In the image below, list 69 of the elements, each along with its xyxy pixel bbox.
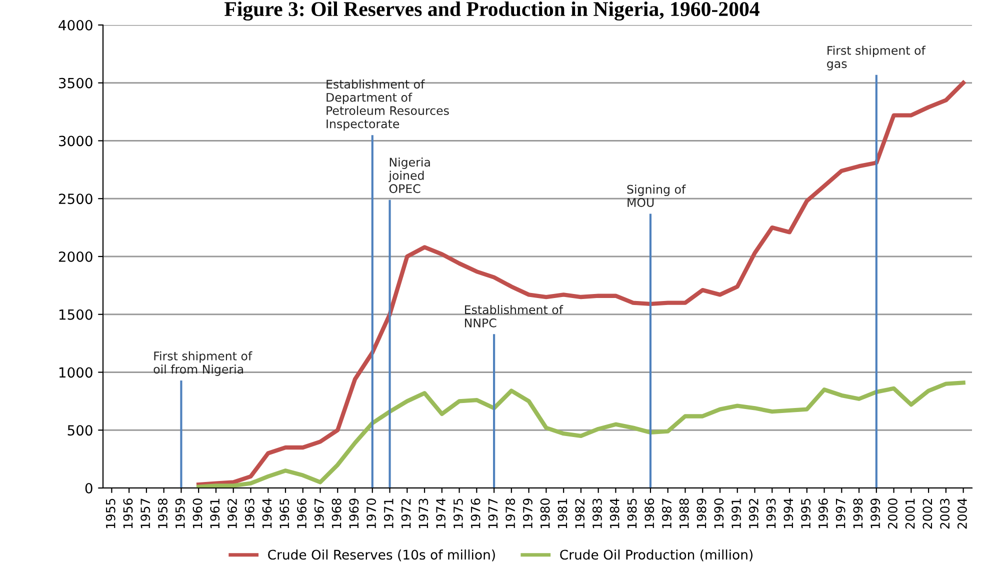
x-tick-label: 1978: [506, 498, 516, 528]
chart-title: Figure 3: Oil Reserves and Production in Nigeria, 1960-2004: [224, 1, 760, 21]
y-tick-label: 0: [85, 482, 92, 494]
x-tick-label: 1969: [349, 498, 359, 528]
x-tick-label: 1974: [436, 498, 446, 528]
x-tick-label: 1989: [696, 498, 706, 528]
x-tick-label: 1968: [332, 498, 342, 528]
x-tick-label: 1987: [662, 498, 672, 528]
x-tick-label: 1980: [540, 498, 550, 528]
x-tick-label: 2003: [940, 498, 950, 529]
x-tick-label: 1979: [522, 498, 532, 528]
x-tick-label: 1988: [679, 498, 689, 528]
y-tick-label: 4000: [58, 20, 92, 30]
x-tick-label: 1992: [748, 498, 758, 528]
x-tick-label: 1975: [453, 498, 463, 528]
x-tick-label: 1990: [714, 498, 724, 528]
x-tick-label: 1971: [384, 498, 394, 528]
x-tick-label: 1958: [158, 498, 168, 528]
x-tick-label: 1991: [732, 498, 741, 528]
legend-label: Crude Oil Production (million): [560, 549, 752, 562]
x-tick-label: 1986: [644, 498, 654, 528]
y-tick-label: 2500: [58, 194, 92, 204]
x-tick-label: 1984: [610, 498, 620, 528]
x-tick-label: 2000: [888, 498, 898, 529]
ref-line-label: First shipment of gas: [827, 46, 926, 70]
x-tick-label: 1976: [470, 498, 480, 528]
x-tick-label: 1997: [836, 498, 846, 528]
y-tick-label: 3500: [58, 78, 92, 88]
x-tick-label: 2001: [905, 498, 915, 529]
x-tick-label: 1966: [297, 498, 306, 528]
line-series: [196, 380, 966, 488]
x-tick-label: 1993: [766, 498, 776, 528]
x-tick-label: 1956: [123, 498, 133, 528]
x-tick-label: 1964: [262, 498, 272, 528]
x-tick-label: 1965: [280, 498, 290, 528]
x-tick-label: 1983: [592, 498, 602, 528]
x-tick-label: 1963: [244, 498, 254, 528]
y-tick-label: 3000: [58, 136, 92, 146]
x-tick-label: 1955: [106, 498, 116, 528]
y-tick-label: 2000: [58, 251, 92, 262]
x-tick-label: 1981: [558, 498, 568, 528]
x-tick-label: 1999: [870, 498, 880, 528]
x-tick-label: 1977: [488, 498, 498, 528]
x-tick-label: 1962: [228, 498, 237, 528]
x-tick-label: 1973: [418, 498, 428, 528]
x-tick-label: 2002: [922, 498, 932, 529]
y-tick-label: 1500: [59, 309, 92, 320]
x-tick-label: 1960: [192, 498, 202, 528]
x-tick-label: 1998: [853, 498, 863, 528]
x-tick-label: 1985: [627, 498, 637, 528]
ref-line-label: Nigeria joined OPEC: [388, 158, 430, 194]
x-tick-label: 1994: [784, 498, 794, 528]
x-tick-label: 1961: [210, 498, 220, 528]
x-tick-label: 1959: [175, 498, 185, 528]
x-tick-label: 1982: [575, 498, 585, 528]
ref-line-label: Establishment of Department of Petroleum Resources Inspectorate: [326, 79, 449, 131]
x-tick-label: 1995: [801, 498, 811, 528]
x-tick-label: 2004: [957, 498, 967, 529]
y-tick-label: 500: [68, 425, 92, 436]
x-tick-label: 1957: [140, 498, 150, 528]
y-tick-label: 1000: [59, 367, 92, 378]
x-tick-label: 1967: [314, 498, 324, 528]
ref-line-label: Establishment of NNPC: [465, 305, 564, 328]
legend-label: Crude Oil Reserves (10s of million): [268, 549, 495, 562]
ref-line-label: Signing of MOU: [627, 184, 686, 207]
x-tick-label: 1996: [818, 498, 828, 528]
x-tick-label: 1970: [366, 498, 376, 528]
ref-line-label: First shipment of oil from Nigeria: [154, 351, 252, 376]
x-tick-label: 1972: [401, 498, 411, 528]
